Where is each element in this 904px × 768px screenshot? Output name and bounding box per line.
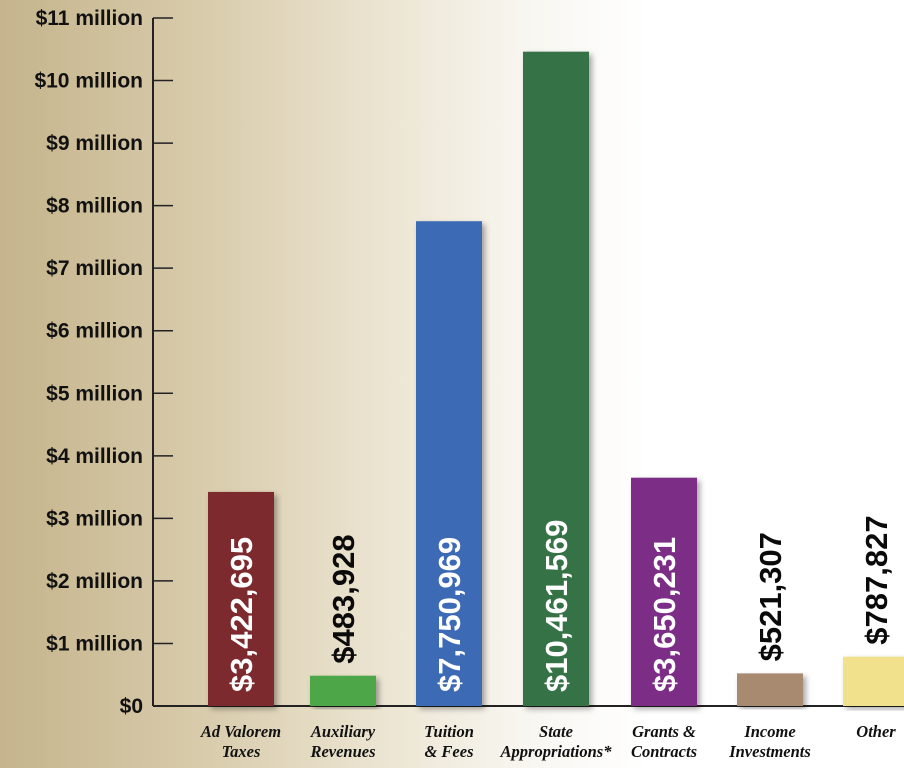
y-tick-label: $1 million <box>46 632 143 655</box>
category-label: Appropriations* <box>500 742 613 761</box>
category-label: Taxes <box>222 742 261 761</box>
category-label: Auxiliary <box>310 722 376 741</box>
category-label: Income <box>743 722 795 741</box>
bar-value-label: $7,750,969 <box>432 537 467 692</box>
bar-value-labels: $3,422,695 $483,928 $7,750,969 $10,461,569 $… <box>224 515 894 692</box>
bar <box>310 675 376 706</box>
bar <box>523 51 589 707</box>
category-label: Contracts <box>631 742 697 761</box>
category-label: State <box>539 722 573 741</box>
bars <box>208 51 904 707</box>
bar <box>843 656 904 706</box>
category-label: Other <box>856 722 896 741</box>
bar-value-label: $3,650,231 <box>647 537 682 692</box>
category-label: Ad Valorem <box>200 722 281 741</box>
y-tick-label: $6 million <box>46 320 143 343</box>
y-tick-label: $11 million <box>36 7 143 30</box>
y-tick-label: $5 million <box>46 382 143 405</box>
bar <box>737 673 803 706</box>
category-label: Tuition <box>424 722 474 741</box>
bar <box>208 491 274 706</box>
bar <box>631 477 697 706</box>
y-tick-label: $8 million <box>46 195 143 218</box>
y-tick-label: $7 million <box>46 257 143 280</box>
y-axis: $0 $1 million $2 million $3 million $4 milli… <box>34 7 904 718</box>
bar <box>416 221 482 706</box>
y-tick-label: $0 <box>120 695 143 718</box>
category-label: Revenues <box>309 742 375 761</box>
y-tick-label: $3 million <box>46 507 143 530</box>
bar-value-label: $483,928 <box>326 534 361 663</box>
y-tick-label: $4 million <box>46 445 143 468</box>
bar-value-label: $3,422,695 <box>224 537 259 692</box>
category-label: & Fees <box>424 742 473 761</box>
category-label: Investments <box>728 742 811 761</box>
bar-value-label: $787,827 <box>859 515 894 644</box>
bar-value-label: $521,307 <box>753 532 788 661</box>
bar-value-label: $10,461,569 <box>539 520 574 692</box>
y-tick-label: $9 million <box>46 132 143 155</box>
y-tick-label: $2 million <box>46 570 143 593</box>
y-tick-label: $10 million <box>34 70 143 93</box>
category-label: Grants & <box>632 722 696 741</box>
